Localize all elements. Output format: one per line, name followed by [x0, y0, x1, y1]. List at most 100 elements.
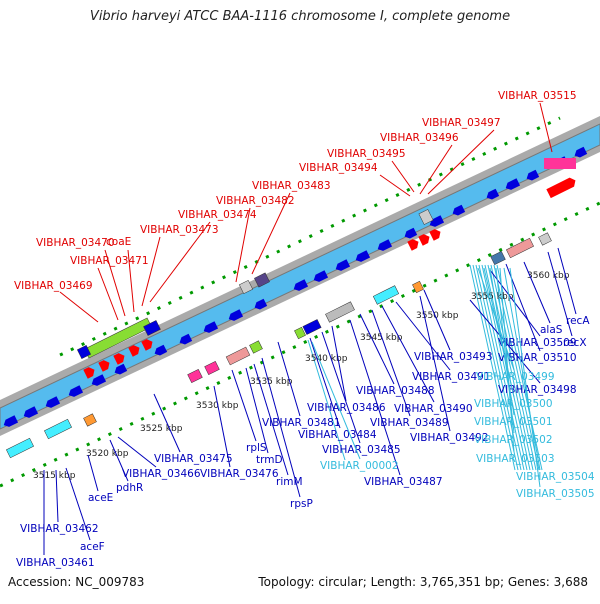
lower-strand-gene	[490, 250, 506, 266]
cyan-gene-label-1: VIBHAR_03499	[476, 371, 555, 383]
red-gene-leader	[97, 267, 119, 321]
blue-gene-label-2: VIBHAR_03462	[20, 523, 99, 535]
accession-text: Accession: NC_009783	[8, 575, 145, 589]
red-gene-label-8: VIBHAR_03494	[299, 162, 378, 174]
blue-gene-label-5: VIBHAR_03466	[122, 468, 201, 480]
lower-strand-gene	[6, 437, 34, 459]
lower-strand-gene	[249, 340, 263, 354]
red-gene-arrow	[407, 239, 419, 251]
upper-strand-gene	[505, 178, 521, 190]
upper-strand-gene	[114, 363, 128, 375]
upper-strand-gene	[3, 415, 19, 427]
blue-gene-label-18: VIBHAR_03489	[370, 417, 449, 429]
upper-strand-gene	[404, 227, 418, 239]
cyan-gene-leader	[311, 341, 361, 460]
scale-label-8: 3555 kbp	[471, 292, 514, 302]
blue-gene-label-14: VIBHAR_03485	[322, 444, 401, 456]
blue-gene-leader	[547, 251, 573, 337]
cyan-gene-label-5: VIBHAR_03503	[476, 453, 555, 465]
red-gene-arrow	[418, 234, 430, 246]
scale-label-9: 3560 kbp	[527, 271, 570, 281]
blue-gene-leader	[55, 469, 59, 523]
red-gene-leader	[59, 291, 99, 323]
blue-gene-leader	[309, 337, 341, 429]
blue-gene-label-11: rpsP	[290, 498, 313, 510]
red-gene-label-10: VIBHAR_03496	[380, 132, 459, 144]
blue-gene	[143, 320, 161, 336]
red-gene-label-11: VIBHAR_03497	[422, 117, 501, 129]
blue-gene-label-0: VIBHAR_03461	[16, 557, 95, 569]
upper-strand-gene	[91, 374, 107, 386]
upper-strand-gene	[429, 215, 445, 227]
scale-label-7: 3550 kbp	[416, 311, 459, 321]
scale-label-3: 3530 kbp	[196, 401, 239, 411]
cyan-gene-leader	[509, 267, 541, 488]
lower-strand-gene	[538, 232, 552, 246]
blue-gene-leader	[349, 319, 401, 476]
cyan-hatch	[496, 264, 543, 471]
blue-gene-label-21: VIBHAR_03492	[410, 432, 489, 444]
blue-gene-label-27: recX	[563, 337, 587, 349]
red-gene-arrow	[141, 339, 153, 351]
cyan-gene-leader	[499, 267, 515, 453]
red-gene-label-3: coaE	[106, 236, 131, 248]
red-gene-label-9: VIBHAR_03495	[327, 148, 406, 160]
scale-label-2: 3525 kbp	[140, 424, 183, 434]
red-gene-leader	[127, 249, 135, 313]
red-gene-leader	[427, 129, 495, 195]
red-gene-leader	[379, 174, 411, 197]
red-gene-leader	[141, 236, 161, 307]
blue-gene-label-15: VIBHAR_03486	[307, 402, 386, 414]
upper-strand-gene	[355, 250, 371, 262]
blue-gene-label-28: recA	[566, 315, 590, 327]
cyan-gene-label-6: VIBHAR_03504	[516, 471, 595, 483]
pink-gene	[544, 158, 576, 169]
blue-gene-leader	[253, 363, 289, 476]
lower-strand-gene	[204, 360, 220, 376]
cyan-gene-leader	[489, 267, 515, 416]
cyan-gene-leader	[495, 267, 515, 434]
blue-gene-leader	[381, 305, 435, 403]
scale-label-1: 3520 kbp	[86, 449, 129, 459]
cyan-hatch	[493, 264, 540, 471]
cyan-gene-label-2: VIBHAR_03500	[474, 398, 553, 410]
blue-gene	[76, 344, 92, 360]
gray-gene	[238, 279, 254, 295]
lower-strand-gene	[412, 280, 424, 294]
upper-strand-gene	[452, 204, 466, 216]
purple-gene	[254, 272, 270, 288]
cyan-hatch	[475, 264, 522, 471]
blue-gene-leader	[231, 369, 257, 442]
upper-strand-gene	[179, 333, 193, 345]
blue-gene-label-22: VIBHAR_03493	[414, 351, 493, 363]
blue-gene-leader	[469, 299, 541, 384]
map-title: Vibrio harveyi ATCC BAA-1116 chromosome …	[89, 9, 511, 24]
red-gene-arrow	[128, 345, 140, 357]
upper-strand-gene	[526, 169, 540, 181]
lower-strand-gene	[225, 346, 251, 366]
blue-gene-leader	[371, 309, 411, 417]
upper-strand-gene	[313, 270, 329, 282]
blue-gene-label-23: VIBHAR_03498	[498, 384, 577, 396]
red-gene-arrow	[429, 229, 441, 241]
red-gene-label-7: VIBHAR_03483	[252, 180, 331, 192]
blue-gene-label-25: VIBHAR_03510	[498, 352, 577, 364]
blue-gene-leader	[213, 385, 231, 468]
blue-gene-label-6: VIBHAR_03475	[154, 453, 233, 465]
scale-label-0: 3515 kbp	[33, 471, 76, 481]
cyan-gene-leader	[503, 267, 541, 471]
scale-label-6: 3545 kbp	[360, 333, 403, 343]
upper-strand-gene	[154, 344, 168, 356]
scale-label-5: 3540 kbp	[305, 354, 348, 364]
upper-strand-gene	[203, 321, 219, 333]
red-gene-label-5: VIBHAR_03474	[178, 209, 257, 221]
upper-strand-gene	[68, 385, 84, 397]
upper-strand-gene	[45, 396, 61, 408]
cyan-gene-label-7: VIBHAR_03505	[516, 488, 595, 500]
cyan-gene-label-0: VIBHAR_00002	[320, 460, 399, 472]
red-gene-leader	[149, 221, 211, 303]
blue-gene-leader	[153, 393, 181, 453]
gray-gene	[418, 209, 434, 225]
blue-gene-label-9: trmD	[256, 454, 283, 466]
